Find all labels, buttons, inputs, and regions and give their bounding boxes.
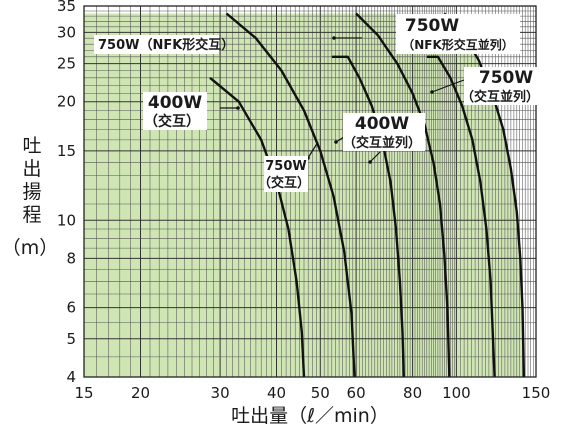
x-tick-15: 15 [74,384,93,402]
y-tick-5: 5 [66,330,76,348]
y-tick-10: 10 [57,211,76,229]
leader-dot-1 [236,106,240,110]
y-axis-label-char-3: 揚 [22,181,41,203]
leader-dot-3 [332,36,336,40]
label-750w-nfk-alternate-parallel-line1: 750W [405,16,459,36]
y-tick-4: 4 [66,368,76,386]
curve-5 [426,55,496,377]
x-axis-label: 吐出量（ℓ／min） [231,405,389,427]
x-tick-60: 60 [347,384,366,402]
label-400w-alternate-parallel-line1: 400W [355,114,409,134]
y-axis-label-char-1: 吐 [22,135,41,157]
y-axis-label-char-4: 程 [22,204,41,226]
leader-line-4 [369,151,381,163]
y-tick-30: 30 [57,23,76,41]
y-axis-label: 吐 出 揚 程 （m） [2,135,59,259]
x-tick-150: 150 [522,384,551,402]
x-tick-80: 80 [403,384,422,402]
leader-dot-4 [368,160,372,164]
x-tick-labels: 15 20 30 40 50 60 80 100 150 [74,384,550,402]
label-750w-alternate: 750W （交互） [258,156,310,192]
label-400w-alternate-line1: 400W [148,93,202,113]
label-750w-alternate-parallel-line2: （交互並列） [461,89,539,105]
x-tick-40: 40 [267,384,286,402]
y-tick-25: 25 [57,55,76,73]
label-750w-alternate-line1: 750W [265,159,306,174]
y-axis-label-char-2: 出 [22,158,41,180]
curve-4 [355,12,451,377]
y-tick-35: 35 [57,0,76,15]
x-tick-100: 100 [442,384,471,402]
label-400w-alternate-line2: （交互） [144,113,200,130]
y-tick-20: 20 [57,93,76,111]
label-750w-nfk-alternate: 750W（NFK形交互） [94,35,234,54]
x-tick-50: 50 [311,384,330,402]
label-400w-alternate: 400W （交互） [143,92,207,130]
y-tick-8: 8 [66,249,76,267]
leader-line-6 [431,79,465,93]
curve-2 [225,12,356,377]
leader-dot-6 [430,90,434,94]
label-leader-lines [220,36,465,164]
y-tick-15: 15 [57,142,76,160]
label-750w-nfk-alternate-parallel-line2: （NFK形交互並列） [402,37,514,52]
label-750w-nfk-alternate-parallel: 750W （NFK形交互並列） [396,14,520,54]
y-tick-6: 6 [66,299,76,317]
label-750w-alternate-parallel-line1: 750W [479,68,533,88]
curve-1 [209,76,306,377]
x-tick-30: 30 [211,384,230,402]
plot-frame [83,5,537,378]
label-400w-alternate-parallel-line2: （交互並列） [343,135,421,151]
leader-dot-5 [334,140,338,144]
label-400w-alternate-parallel: 400W （交互並列） [343,113,425,151]
label-750w-nfk-alternate-text: 750W（NFK形交互） [98,37,234,53]
leader-line-2 [307,141,319,159]
label-750w-alternate-parallel: 750W （交互並列） [461,67,539,105]
x-tick-20: 20 [131,384,150,402]
y-axis-unit: （m） [2,237,59,259]
curve-3 [331,55,405,377]
label-750w-alternate-line2: （交互） [258,175,310,191]
y-tick-labels: 4 5 6 8 10 15 20 25 30 35 [57,0,76,386]
